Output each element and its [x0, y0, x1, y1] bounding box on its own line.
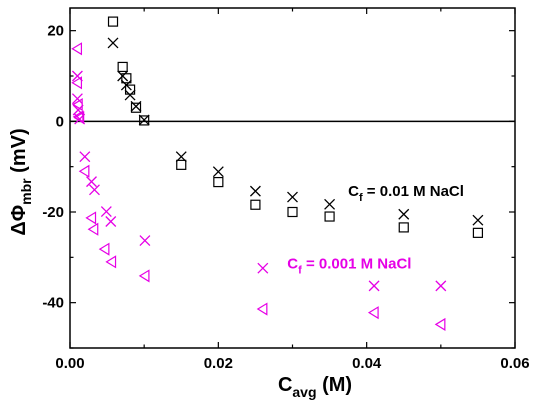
series-cross [71, 70, 447, 292]
data-point [398, 208, 410, 220]
data-point [73, 111, 85, 125]
tick-labels: 0.00 0.02 0.04 0.06 -40 -20 0 20 [42, 23, 529, 372]
data-point [324, 211, 335, 222]
data-point [98, 242, 110, 256]
plot-frame [69, 7, 516, 349]
data-point [124, 84, 136, 95]
x-tick-label: 0.06 [500, 355, 529, 372]
data-point [250, 199, 261, 210]
series-square [107, 16, 484, 238]
series-triangle-left [71, 42, 446, 331]
data-point [71, 76, 83, 90]
y-axis-title: ΔΦmbr (mV) [8, 128, 34, 235]
data-point [85, 211, 97, 225]
data-point [368, 280, 380, 292]
data-point [434, 317, 446, 331]
data-point [130, 100, 142, 112]
data-point [249, 185, 261, 197]
data-point [256, 302, 268, 316]
data-point [176, 159, 187, 170]
data-point [212, 166, 224, 178]
y-tick-label: -40 [42, 295, 64, 312]
data-point [107, 16, 119, 27]
data-point [71, 93, 83, 105]
data-point [105, 216, 117, 227]
x-tick-label: 0.04 [352, 355, 382, 372]
data-point [138, 269, 150, 283]
data-point [100, 206, 112, 218]
data-point [175, 151, 187, 163]
y-tick-label: 20 [47, 23, 64, 40]
data-point [139, 235, 151, 247]
data-points [71, 16, 484, 331]
data-point [398, 222, 409, 233]
data-point [72, 97, 83, 112]
data-point [435, 280, 447, 292]
plot-border [69, 7, 516, 349]
data-point [287, 206, 298, 218]
data-point [367, 306, 379, 320]
data-point [105, 255, 117, 269]
data-point [120, 79, 132, 91]
data-point [107, 37, 119, 49]
x-axis-title: Cavg (M) [278, 374, 352, 400]
data-point [324, 198, 336, 210]
data-point [139, 115, 150, 126]
data-point [79, 151, 91, 163]
series-label-magenta: Cf = 0.001 M NaCl [287, 256, 411, 277]
data-point [89, 184, 100, 196]
data-point [472, 214, 484, 226]
y-tick-label: 0 [56, 113, 64, 130]
x-tick-label: 0.00 [55, 355, 84, 372]
series-label-black: Cf = 0.01 M NaCl [348, 183, 464, 204]
data-point [78, 164, 90, 178]
data-point [257, 262, 269, 274]
data-point [121, 73, 132, 84]
data-point [130, 102, 142, 113]
data-point [71, 42, 83, 56]
data-point [472, 227, 484, 238]
series-cross [107, 37, 484, 226]
data-point [124, 89, 136, 101]
y-tick-label: -20 [42, 204, 64, 221]
x-tick-label: 0.02 [204, 355, 233, 372]
data-point [117, 70, 129, 82]
data-point [87, 222, 99, 236]
data-point [138, 114, 150, 126]
data-point [213, 176, 224, 188]
data-point [287, 191, 298, 203]
data-point [86, 176, 97, 188]
axis-ticks [69, 8, 516, 349]
data-point [117, 61, 128, 73]
data-point [71, 70, 83, 82]
